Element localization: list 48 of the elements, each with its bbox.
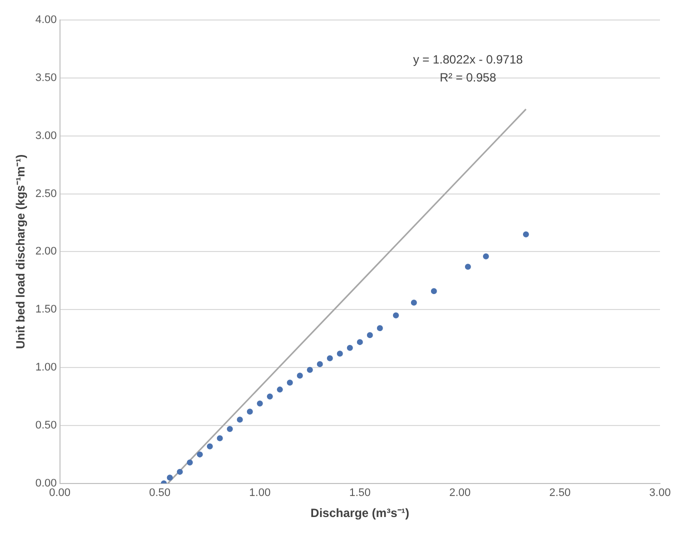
x-tick-label: 2.50: [549, 487, 571, 500]
point: [176, 468, 183, 475]
point: [256, 400, 263, 406]
point: [286, 380, 293, 386]
point: [392, 312, 399, 318]
point: [276, 386, 283, 393]
point: [430, 288, 437, 294]
y-tick-label: 3.50: [35, 72, 57, 84]
x-tick-label: 1.00: [249, 487, 271, 500]
point: [326, 355, 333, 362]
point: [410, 300, 417, 306]
y-tick-label: 1.50: [35, 304, 57, 316]
annotation: R² = 0.958: [440, 70, 496, 84]
y-tick-label: 4.00: [35, 14, 57, 26]
point: [266, 394, 273, 400]
point: [306, 366, 313, 373]
y-tick-label: 0.50: [35, 420, 57, 432]
y-tick-label: 2.50: [35, 188, 57, 200]
point: [356, 339, 363, 346]
point: [206, 443, 213, 450]
x-tick-label: 3.00: [649, 487, 671, 500]
x-tick-label: 1.50: [349, 487, 371, 500]
x-tick-label: 2.00: [449, 487, 471, 500]
point: [522, 231, 529, 238]
x-axis-title: Discharge (m³s⁻¹): [310, 506, 410, 520]
y-axis-title: Unit bed load discharge (kgs⁻¹m⁻¹): [14, 154, 28, 350]
y-tick-label: 0.00: [35, 477, 57, 490]
point: [376, 325, 383, 332]
point: [366, 332, 373, 338]
point: [226, 426, 233, 432]
x-tick-label: 0.50: [149, 487, 171, 500]
point: [216, 435, 223, 442]
annotation: y = 1.8022x - 0.9718: [413, 52, 524, 66]
point: [316, 361, 323, 368]
point: [196, 451, 203, 458]
point: [236, 416, 243, 423]
point: [346, 344, 353, 351]
x-tick-label: 0.00: [49, 487, 71, 500]
y-tick-label: 2.00: [35, 246, 57, 258]
point: [464, 264, 471, 270]
point: [482, 253, 489, 260]
y-tick-label: 3.00: [35, 130, 57, 142]
point: [296, 372, 303, 379]
point: [336, 350, 343, 357]
point: [246, 408, 253, 415]
point: [166, 474, 173, 481]
y-tick-label: 1.00: [35, 362, 57, 374]
point: [186, 460, 193, 466]
